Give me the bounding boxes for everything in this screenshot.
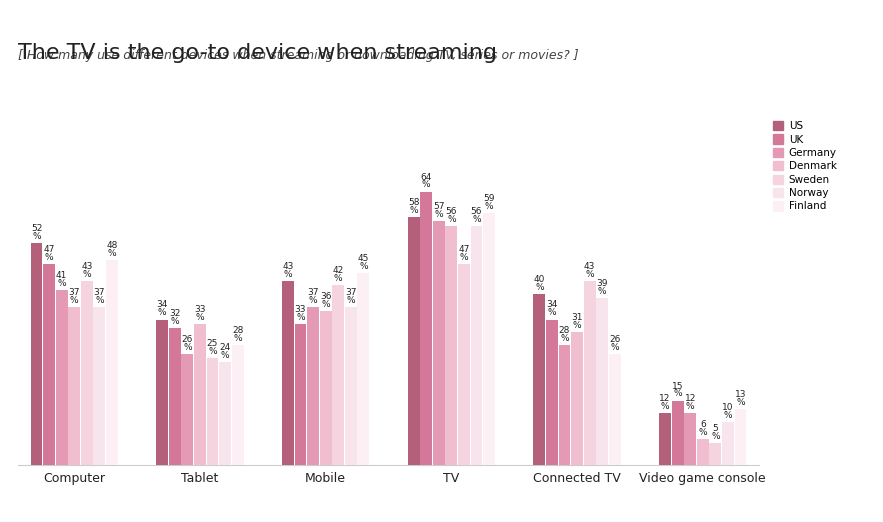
Bar [43, 264, 55, 465]
Text: 10
%: 10 % [722, 403, 734, 420]
Text: 28
%: 28 % [232, 326, 244, 343]
Text: 24
%: 24 % [220, 343, 230, 360]
Text: 36
%: 36 % [320, 292, 331, 309]
Bar [709, 443, 721, 465]
Text: 37
%: 37 % [94, 288, 105, 305]
Bar [697, 439, 709, 465]
Bar [445, 226, 457, 465]
Bar [433, 221, 445, 465]
Bar [81, 281, 93, 465]
Bar [295, 324, 306, 465]
Bar [722, 422, 734, 465]
Text: [ How many use different devices when streaming or downloading TV, series or mov: [ How many use different devices when st… [18, 49, 578, 62]
Text: 56
%: 56 % [446, 207, 457, 223]
Text: 33
%: 33 % [194, 305, 206, 322]
Text: 31
%: 31 % [571, 313, 583, 330]
Text: 37
%: 37 % [69, 288, 80, 305]
Text: 47
%: 47 % [458, 245, 470, 262]
Bar [546, 319, 558, 465]
Bar [559, 345, 570, 465]
Bar [471, 226, 482, 465]
Text: 13
%: 13 % [735, 390, 746, 407]
Text: 45
%: 45 % [358, 254, 369, 270]
Bar [106, 260, 118, 465]
Text: 5
%: 5 % [711, 424, 720, 441]
Text: The TV is the go-to device when streaming: The TV is the go-to device when streamin… [18, 43, 496, 63]
Text: 43
%: 43 % [81, 262, 93, 279]
Bar [307, 307, 319, 465]
Text: 43
%: 43 % [283, 262, 294, 279]
Bar [659, 413, 671, 465]
Text: 37
%: 37 % [307, 288, 319, 305]
Bar [56, 290, 68, 465]
Bar [181, 354, 193, 465]
Text: 64
%: 64 % [420, 173, 432, 189]
Text: 34
%: 34 % [156, 301, 168, 317]
Text: 26
%: 26 % [182, 335, 193, 351]
Text: 59
%: 59 % [483, 194, 494, 211]
Bar [332, 286, 344, 465]
Text: 37
%: 37 % [345, 288, 357, 305]
Bar [207, 358, 218, 465]
Text: 25
%: 25 % [207, 339, 218, 356]
Bar [358, 272, 369, 465]
Bar [483, 213, 495, 465]
Text: 34
%: 34 % [547, 301, 558, 317]
Bar [94, 307, 105, 465]
Text: 32
%: 32 % [170, 309, 180, 326]
Bar [420, 192, 432, 465]
Text: 12
%: 12 % [684, 394, 696, 411]
Bar [169, 328, 181, 465]
Bar [533, 294, 546, 465]
Text: 12
%: 12 % [660, 394, 671, 411]
Text: 15
%: 15 % [672, 382, 683, 398]
Bar [320, 311, 332, 465]
Bar [571, 333, 583, 465]
Bar [735, 409, 746, 465]
Bar [458, 264, 470, 465]
Text: 41
%: 41 % [56, 270, 67, 288]
Bar [68, 307, 80, 465]
Bar [219, 362, 231, 465]
Text: 58
%: 58 % [408, 198, 419, 215]
Text: 48
%: 48 % [106, 241, 117, 258]
Bar [194, 324, 206, 465]
Text: 42
%: 42 % [333, 266, 343, 283]
Text: 40
%: 40 % [533, 275, 545, 292]
Text: 47
%: 47 % [43, 245, 55, 262]
Text: 56
%: 56 % [471, 207, 482, 223]
Bar [672, 400, 683, 465]
Text: 57
%: 57 % [433, 203, 444, 219]
Bar [345, 307, 357, 465]
Text: 43
%: 43 % [584, 262, 595, 279]
Bar [282, 281, 294, 465]
Text: 39
%: 39 % [597, 279, 608, 296]
Bar [584, 281, 596, 465]
Bar [408, 217, 419, 465]
Text: 28
%: 28 % [559, 326, 570, 343]
Bar [684, 413, 696, 465]
Bar [231, 345, 244, 465]
Bar [156, 319, 168, 465]
Bar [31, 243, 42, 465]
Text: 6
%: 6 % [698, 420, 707, 437]
Bar [596, 298, 608, 465]
Bar [609, 354, 621, 465]
Text: 26
%: 26 % [609, 335, 621, 351]
Text: 33
%: 33 % [295, 305, 306, 322]
Legend: US, UK, Germany, Denmark, Sweden, Norway, Finland: US, UK, Germany, Denmark, Sweden, Norway… [772, 120, 838, 212]
Text: 52
%: 52 % [31, 224, 42, 241]
